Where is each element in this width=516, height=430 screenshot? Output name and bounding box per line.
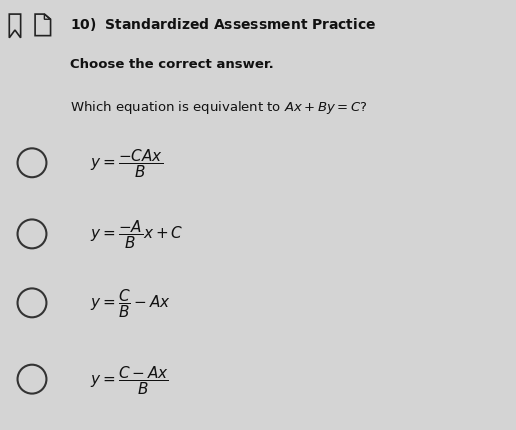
Text: $y = \dfrac{-C\mathit{Ax}}{\mathit{B}}$: $y = \dfrac{-C\mathit{Ax}}{\mathit{B}}$ [90,147,164,180]
Text: $y = \dfrac{-\mathit{A}}{\mathit{B}}\mathit{x} + \mathit{C}$: $y = \dfrac{-\mathit{A}}{\mathit{B}}\mat… [90,218,184,251]
Text: $y = \dfrac{\mathit{C} - \mathit{Ax}}{\mathit{B}}$: $y = \dfrac{\mathit{C} - \mathit{Ax}}{\m… [90,363,169,396]
Text: Choose the correct answer.: Choose the correct answer. [70,58,273,71]
Text: $\mathbf{10)}$  $\mathbf{Standardized\ Assessment\ Practice}$: $\mathbf{10)}$ $\mathbf{Standardized\ As… [70,16,376,33]
Text: Which equation is equivalent to $\mathit{Ax} + \mathit{By} = \mathit{C}$?: Which equation is equivalent to $\mathit… [70,99,367,116]
Text: $y = \dfrac{\mathit{C}}{\mathit{B}} - \mathit{Ax}$: $y = \dfrac{\mathit{C}}{\mathit{B}} - \m… [90,287,171,319]
